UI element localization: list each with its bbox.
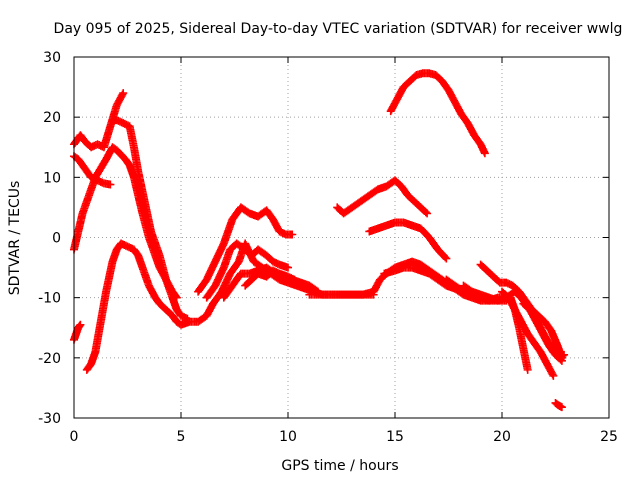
x-tick-labels: 0 5 10 15 20 25 [70, 429, 618, 445]
data-point [480, 149, 489, 158]
series-track-11 [241, 266, 299, 290]
data-point [421, 208, 430, 217]
series-track-21 [506, 293, 532, 374]
x-tick-label: 0 [70, 429, 79, 445]
plot-frame [73, 56, 610, 419]
series-track-1 [70, 89, 128, 152]
series-track-14 [333, 176, 432, 218]
y-tick-label: 20 [43, 110, 61, 126]
x-tick-label: 10 [279, 429, 297, 445]
data-points [70, 69, 569, 412]
y-tick-label: 30 [43, 50, 61, 66]
grid-lines [74, 57, 609, 418]
data-point [441, 253, 450, 262]
data-point [549, 371, 558, 380]
y-tick-label: -10 [38, 291, 61, 307]
data-point [557, 403, 566, 412]
data-point [523, 365, 532, 374]
data-point [548, 370, 557, 379]
data-point [560, 350, 569, 359]
y-tick-label: -20 [38, 351, 61, 367]
chart-title: Day 095 of 2025, Sidereal Day-to-day VTE… [54, 21, 623, 37]
series-track-10 [219, 263, 322, 302]
data-point [118, 90, 127, 99]
data-point [557, 356, 566, 365]
x-tick-label: 25 [600, 429, 618, 445]
data-point [106, 180, 115, 189]
y-tick-label: -30 [38, 411, 61, 427]
data-point [119, 89, 128, 98]
series-track-7 [194, 203, 297, 296]
series-track-15 [365, 218, 451, 263]
x-tick-label: 20 [493, 429, 511, 445]
y-tick-labels: -30 -20 -10 0 10 20 30 [38, 50, 61, 427]
data-point [290, 275, 299, 284]
series-track-4 [70, 152, 115, 189]
y-tick-label: 10 [43, 170, 61, 186]
y-axis-label: SDTVAR / TECUs [7, 181, 23, 296]
series-track-16 [386, 69, 489, 158]
data-point [423, 209, 432, 218]
data-point [76, 320, 85, 329]
data-point [284, 263, 292, 272]
series-track-23 [519, 299, 566, 365]
y-tick-label: 0 [52, 231, 61, 247]
series-track-24 [551, 398, 566, 412]
series-track-3 [108, 116, 192, 323]
x-tick-label: 5 [177, 429, 186, 445]
x-tick-label: 15 [386, 429, 404, 445]
data-point [556, 355, 565, 364]
data-point [288, 230, 297, 239]
series-track-8 [202, 239, 292, 302]
data-point [442, 254, 451, 263]
x-axis-label: GPS time / hours [281, 458, 398, 474]
series-track-6 [82, 239, 218, 374]
